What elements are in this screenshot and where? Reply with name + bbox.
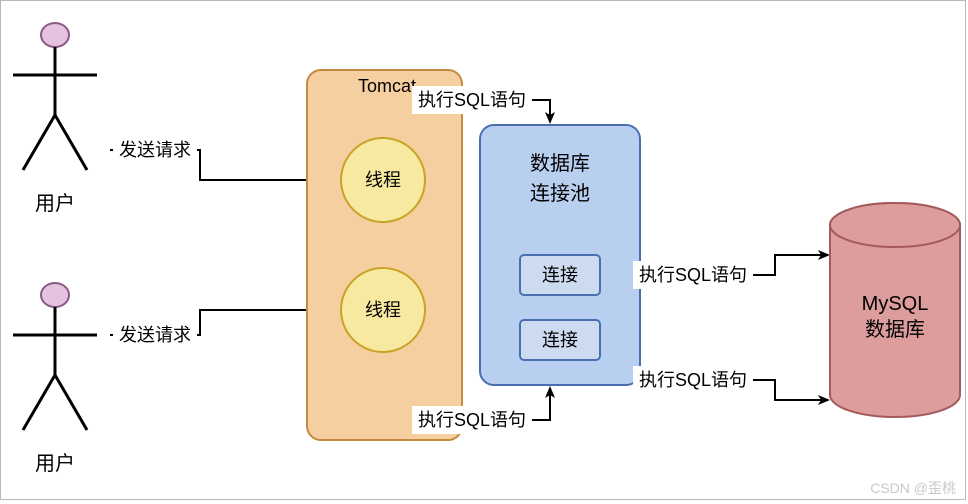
connection-label: 连接: [542, 330, 578, 350]
edge-label: 执行SQL语句: [639, 370, 747, 390]
actor-user1: [13, 23, 97, 170]
thread-label: 线程: [365, 300, 401, 320]
pool-title-1: 数据库: [530, 152, 590, 175]
pool-title-2: 连接池: [530, 182, 590, 205]
edge-label: 执行SQL语句: [418, 410, 526, 430]
edge-label: 发送请求: [119, 140, 191, 160]
actor-label: 用户: [35, 192, 75, 215]
architecture-diagram: 用户用户Tomcat线程线程数据库连接池连接连接MySQL数据库发送请求发送请求…: [0, 0, 968, 504]
edge-label: 发送请求: [119, 325, 191, 345]
watermark: CSDN @歪桃: [870, 478, 956, 498]
edge-label: 执行SQL语句: [639, 265, 747, 285]
tomcat-container: [307, 70, 462, 440]
tomcat-label: Tomcat: [358, 76, 416, 96]
connection-label: 连接: [542, 265, 578, 285]
actor-label: 用户: [35, 452, 75, 475]
mysql-top: [830, 203, 960, 247]
edge-label: 执行SQL语句: [418, 90, 526, 110]
thread-label: 线程: [365, 170, 401, 190]
db-label-1: MySQL: [862, 293, 929, 315]
db-label-2: 数据库: [865, 318, 925, 341]
actor-user2: [13, 283, 97, 430]
